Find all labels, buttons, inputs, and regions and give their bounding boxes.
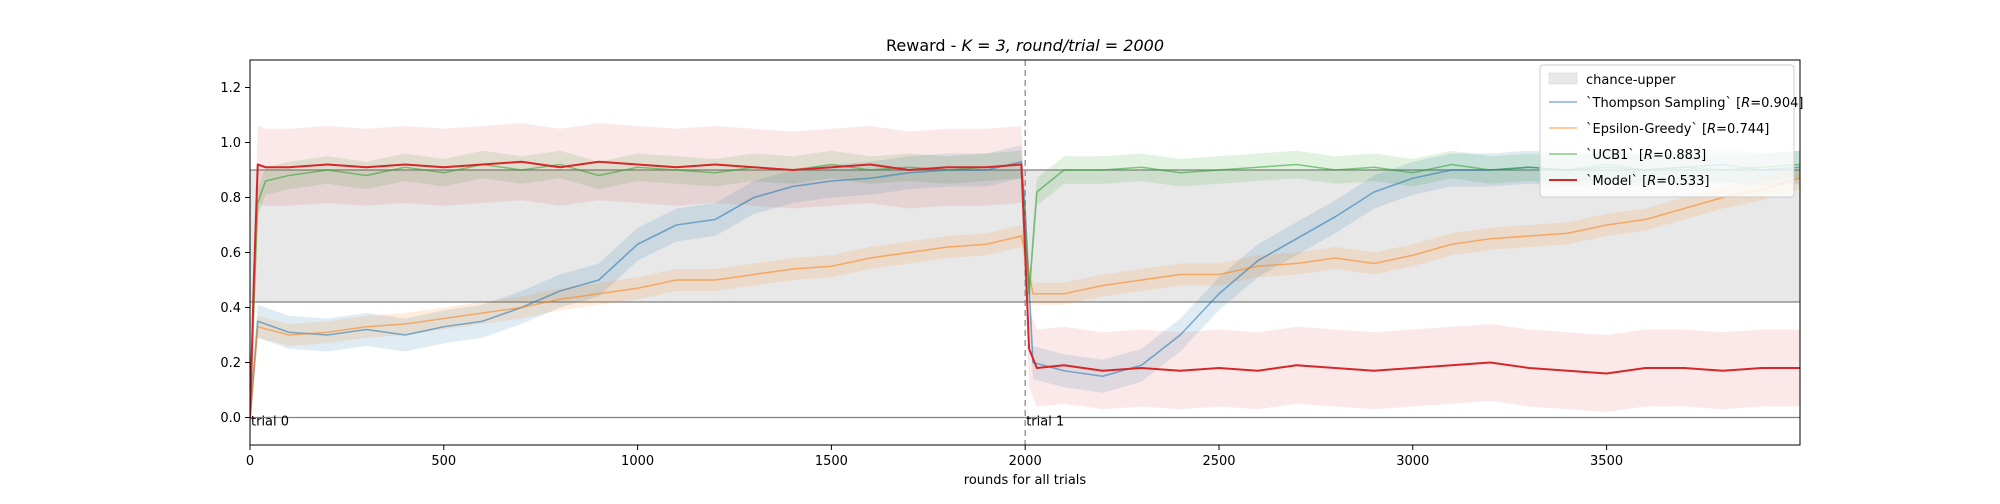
y-axis-ticks: 0.0 0.2 0.4 0.6 0.8 1.0 1.2 (220, 81, 250, 426)
x-tick-label: 0 (246, 454, 254, 469)
y-tick-label: 0.0 (220, 411, 241, 426)
legend-swatch-chance-band (1548, 72, 1578, 85)
trial-annotation-1: trial 1 (1026, 415, 1064, 430)
y-tick-label: 1.2 (220, 81, 241, 96)
series-line-1 (250, 177, 1800, 418)
legend-label-series-0: `Thompson Sampling` [R=0.904] (1586, 96, 1803, 111)
series-line-3 (250, 160, 1800, 418)
y-tick-label: 0.8 (220, 191, 241, 206)
x-tick-label: 3500 (1590, 454, 1623, 469)
y-tick-label: 0.2 (220, 356, 241, 371)
annotations: trial 0 trial 1 (251, 415, 1064, 430)
series-band-1 (250, 167, 1800, 429)
chart-title-prefix: Reward - (886, 36, 962, 55)
x-tick-label: 500 (431, 454, 456, 469)
x-tick-label: 2000 (1009, 454, 1042, 469)
legend-label-series-3: `Model` [R=0.533] (1586, 174, 1709, 189)
y-tick-label: 0.6 (220, 246, 241, 261)
x-tick-label: 3000 (1396, 454, 1429, 469)
y-tick-label: 0.4 (220, 301, 241, 316)
y-tick-label: 1.0 (220, 136, 241, 151)
chart-title-math: K = 3, round/trial = 2000 (962, 36, 1164, 55)
chart-title: Reward - K = 3, round/trial = 2000 (886, 36, 1164, 55)
x-axis-ticks: 0 500 1000 1500 2000 2500 3000 3500 (246, 445, 1623, 469)
legend-label-series-1: `Epsilon-Greedy` [R=0.744] (1586, 122, 1769, 137)
x-tick-label: 1500 (815, 454, 848, 469)
x-tick-label: 2500 (1202, 454, 1235, 469)
legend-label-chance-band: chance-upper (1586, 73, 1676, 88)
x-tick-label: 1000 (621, 454, 654, 469)
x-axis-label: rounds for all trials (964, 473, 1087, 488)
legend: chance-upper `Thompson Sampling` [R=0.90… (1539, 64, 1803, 198)
legend-box (1539, 64, 1795, 198)
series-band-3 (250, 123, 1800, 445)
legend-label-series-2: `UCB1` [R=0.883] (1586, 148, 1706, 163)
trial-annotation-0: trial 0 (251, 415, 289, 430)
